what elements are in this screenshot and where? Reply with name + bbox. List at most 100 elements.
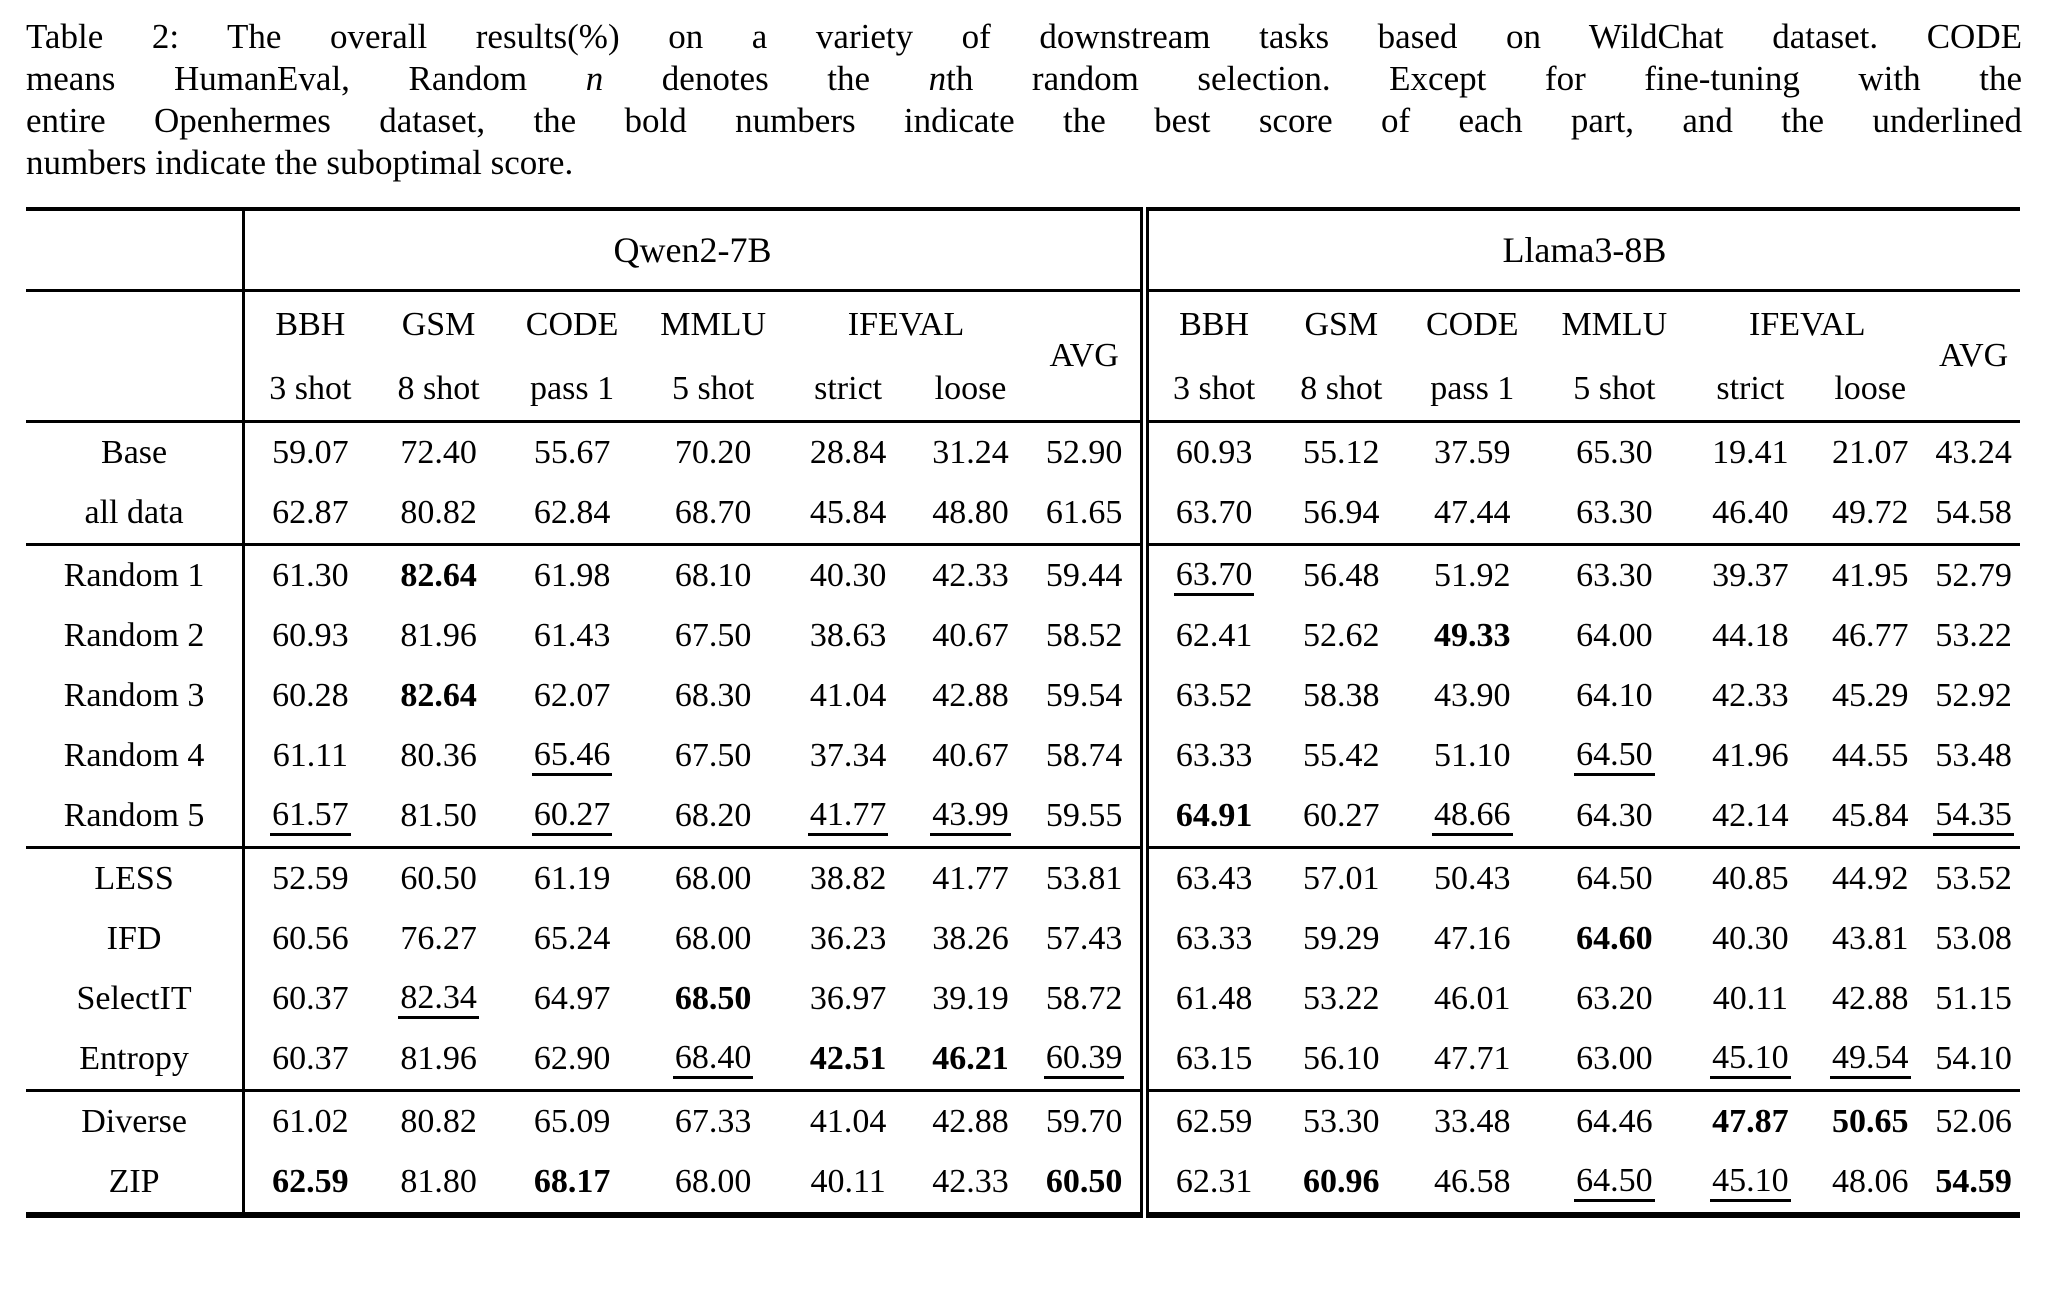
data-cell: 47.71 [1403,1029,1541,1091]
cell-value: 47.16 [1434,920,1511,957]
data-cell: 82.64 [376,666,502,726]
data-cell: 81.96 [376,606,502,666]
data-cell: 64.30 [1541,786,1687,848]
data-cell: 39.19 [913,969,1029,1029]
table-row: Random 2 60.93 81.96 61.43 67.50 38.63 40.67 58… [26,606,2020,666]
cell-value: 59.44 [1045,557,1123,594]
cell-value: 62.59 [1175,1103,1253,1140]
row-label: Diverse [26,1089,244,1152]
data-cell: 63.33 [1139,726,1280,786]
cell-value: 63.15 [1175,1040,1253,1077]
cell-value: 40.30 [809,557,887,594]
cell-value: 81.96 [400,617,477,654]
cell-value: 60.93 [1175,434,1253,471]
corner-cell [26,290,244,423]
data-cell: 65.46 [502,726,643,786]
data-cell: 50.65 [1813,1089,1928,1152]
data-cell: 43.81 [1813,909,1927,969]
caption-math-term: n [928,59,947,98]
row-label: Random 5 [63,797,205,834]
cell-value: 62.41 [1175,617,1253,654]
section-random: Random 1 61.30 82.64 61.98 68.10 40.30 42.33 59… [26,543,2020,848]
cell-value: 45.29 [1832,677,1909,714]
data-cell: 51.15 [1927,969,2020,1029]
setting-header: loose [912,358,1029,423]
cell-value: 60.96 [1303,1163,1380,1200]
caption-line: numbers indicate the suboptimal score. [26,142,2022,184]
metric-header: CODE [525,306,619,343]
cell-value: 36.97 [809,980,887,1017]
cell-value: 65.46 [531,736,613,777]
setting-header: 8 shot [1279,358,1404,423]
data-cell: 67.50 [643,606,784,666]
row-label: Random 4 [63,737,205,774]
data-cell: 63.15 [1139,1029,1280,1091]
data-cell: 31.24 [913,422,1029,484]
cell-value: 62.90 [533,1040,611,1077]
cell-value: 65.30 [1576,434,1653,471]
data-cell: 41.96 [1687,726,1813,786]
row-label: ZIP [108,1163,160,1200]
cell-value: 61.11 [272,737,348,774]
data-cell: 44.55 [1813,726,1927,786]
cell-value: 59.07 [272,434,349,471]
data-cell: 62.59 [1139,1089,1280,1152]
cell-value: 64.50 [1576,860,1653,897]
data-cell: 67.50 [643,726,784,786]
cell-value: 68.50 [674,980,752,1017]
cell-value: 53.22 [1303,980,1380,1017]
cell-value: 68.17 [533,1163,611,1200]
metric-header: GSM [1304,306,1379,343]
cell-value: 60.37 [272,980,349,1017]
data-cell: 39.37 [1687,543,1814,606]
data-cell: 45.84 [784,483,913,545]
data-cell: 42.33 [912,543,1029,606]
table-row: Random 3 60.28 82.64 62.07 68.30 41.04 42.88 59… [26,666,2020,726]
cell-value: 63.52 [1175,677,1253,714]
table-row: Base 59.07 72.40 55.67 70.20 28.84 31.24 52.90 6… [26,421,2020,484]
cell-value: 55.42 [1303,737,1380,774]
data-cell: 57.01 [1279,846,1404,909]
data-cell: 54.59 [1927,1152,2020,1215]
data-cell: 62.59 [242,1152,376,1215]
row-label: Entropy [79,1040,189,1077]
cell-value: 65.09 [533,1103,611,1140]
cell-value: 60.39 [1043,1039,1125,1080]
metric-header: GSM [401,306,476,343]
data-cell: 19.41 [1687,422,1813,484]
cell-value: 21.07 [1832,434,1909,471]
data-cell: 53.22 [1279,969,1403,1029]
cell-value: 62.87 [272,494,349,531]
data-cell: 63.70 [1139,483,1280,545]
caption-text: numbers indicate the suboptimal score. [26,143,574,182]
cell-value: 47.87 [1712,1103,1789,1140]
cell-value: 68.10 [674,557,752,594]
cell-value: 52.92 [1935,677,2012,714]
data-cell: 68.20 [643,786,784,848]
data-cell: 42.88 [912,1089,1029,1152]
data-cell: 57.43 [1028,909,1144,969]
cell-value: 53.22 [1935,617,2012,654]
caption-line: entire Openhermes dataset, the bold numb… [26,100,2022,142]
data-cell: 62.84 [502,483,643,545]
data-cell: 21.07 [1813,422,1927,484]
cell-value: 82.64 [400,677,477,714]
cell-value: 41.77 [807,796,889,837]
cell-value: 39.37 [1712,557,1789,594]
cell-value: 52.90 [1045,434,1123,471]
data-cell: 60.37 [242,1029,376,1091]
row-label: IFD [106,920,162,957]
metric-header: IFEVAL [1749,306,1866,343]
data-cell: 52.06 [1927,1089,2020,1152]
data-cell: 60.93 [242,606,376,666]
cell-value: 82.64 [400,557,477,594]
data-cell: 40.11 [1687,969,1813,1029]
data-cell: 68.00 [642,846,784,909]
data-cell: 43.99 [913,786,1029,848]
cell-value: 54.35 [1933,796,2014,837]
data-cell: 68.50 [643,969,784,1029]
row-label: Base [101,434,168,471]
section-ours: Diverse 61.02 80.82 65.09 67.33 41.04 42.88 59.… [26,1089,2020,1215]
